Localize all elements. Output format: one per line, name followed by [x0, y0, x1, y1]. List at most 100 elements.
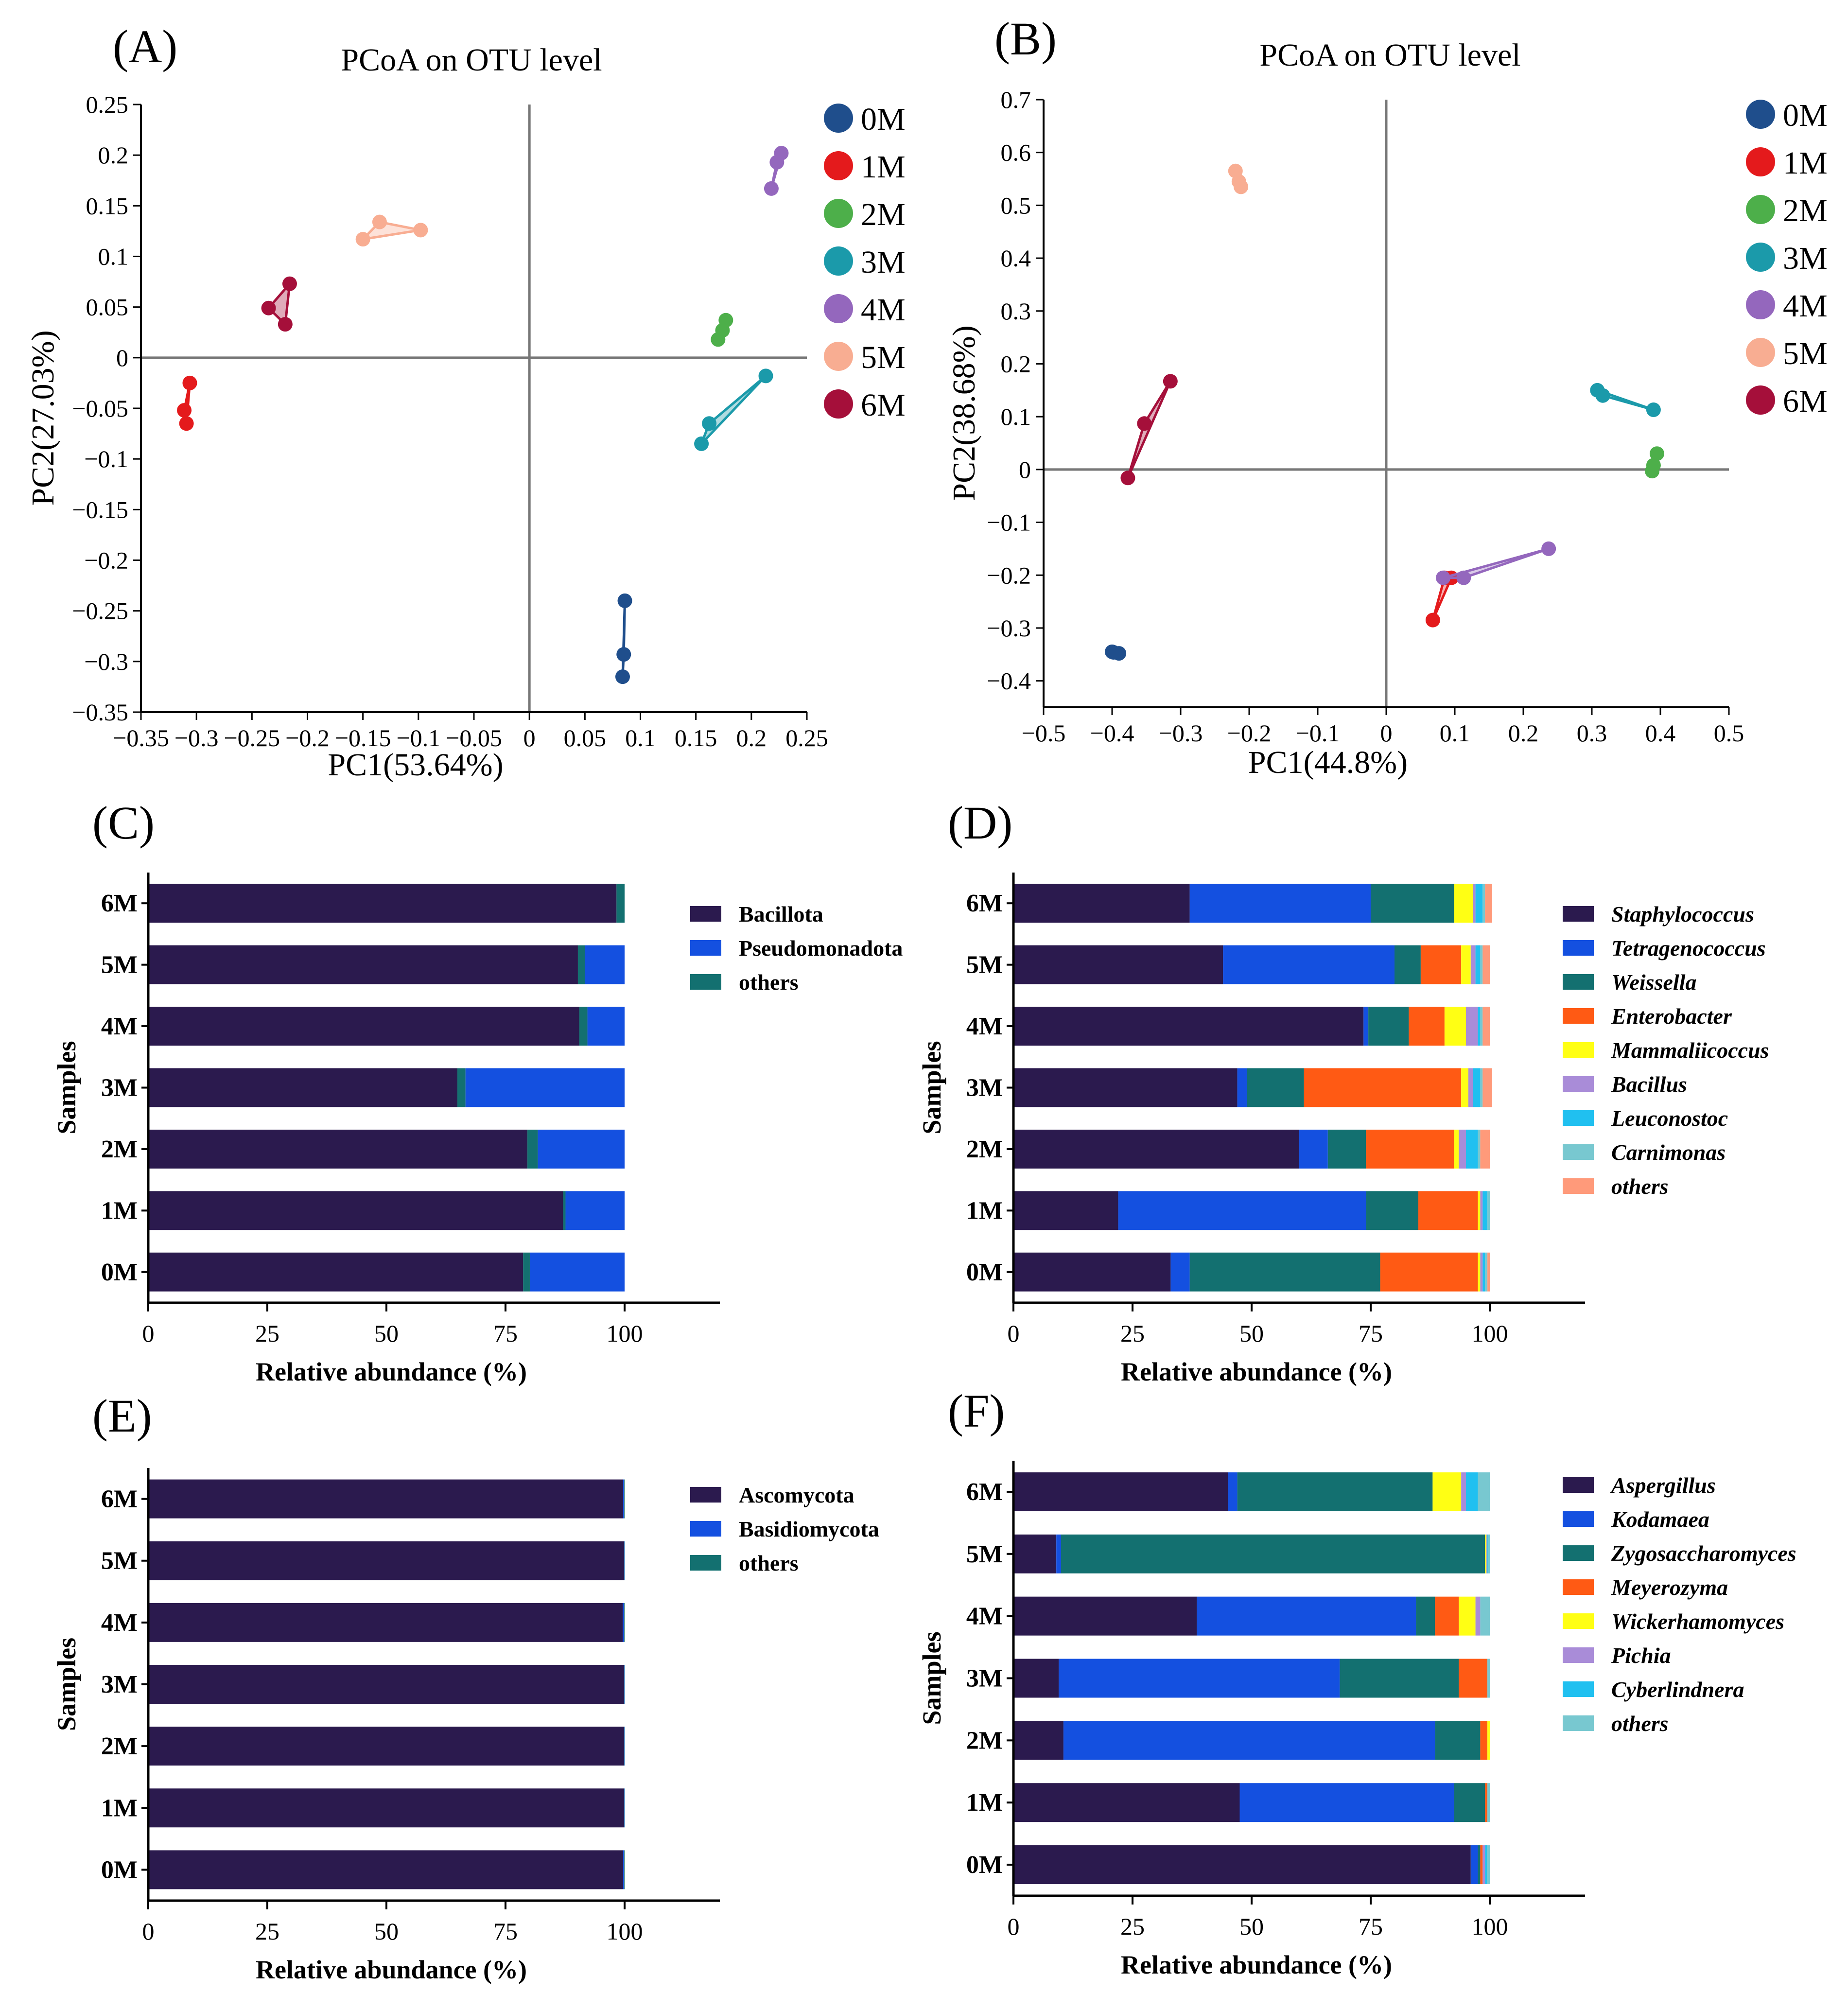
- legend-swatch-bacillota: [690, 906, 721, 922]
- bar-segment-3M-others: [1482, 1068, 1492, 1107]
- bar-segment-5M-aspergillus: [1013, 1534, 1057, 1573]
- point-5M-1: [355, 232, 370, 247]
- bar-segment-1M-kodamaea: [1239, 1783, 1454, 1822]
- bar-segment-1M-bacillota: [148, 1191, 563, 1230]
- bar-segment-1M-others: [563, 1191, 566, 1230]
- bar-segment-4M-ascomycota: [148, 1603, 623, 1642]
- x-tick-label: 100: [607, 1918, 643, 1945]
- point-1M-1: [182, 375, 197, 390]
- category-label-4M: 4M: [966, 1013, 1003, 1040]
- legend-label-bacillus: Bacillus: [1611, 1072, 1687, 1097]
- bar-segment-6M-cyberlindnera: [1466, 1472, 1478, 1511]
- x-tick-label: 0.2: [736, 724, 767, 752]
- x-axis-label: Relative abundance (%): [256, 1357, 527, 1386]
- bar-chart-c: 6M 5M 4M 3M 2M 1M 0M 0 25 50 75 100 Relative abundan…: [52, 873, 903, 1386]
- bar-segment-0M-carnimonas: [1485, 1252, 1488, 1292]
- bar-segment-0M-aspergillus: [1013, 1845, 1471, 1885]
- bar-segment-2M-pseudomonadota: [538, 1129, 625, 1169]
- x-tick-label: −0.25: [224, 724, 280, 752]
- legend-label-cyberlindnera: Cyberlindnera: [1611, 1677, 1744, 1702]
- bar-segment-0M-cyberlindnera: [1485, 1845, 1488, 1885]
- legend-marker-6M: [824, 389, 853, 419]
- panel-label-c: (C): [92, 797, 155, 849]
- category-label-1M: 1M: [966, 1789, 1003, 1817]
- point-2M-1: [1649, 446, 1664, 461]
- x-tick-label: 75: [1359, 1320, 1383, 1347]
- group-hull-5M: [362, 221, 422, 241]
- bar-segment-0M-ascomycota: [148, 1850, 624, 1889]
- x-tick-label: 0.2: [1508, 719, 1539, 747]
- y-tick-label: 0.2: [1001, 350, 1031, 377]
- bar-segment-0M-meyerozyma: [1480, 1845, 1483, 1885]
- bar-segment-1M-meyerozyma: [1485, 1783, 1488, 1822]
- legend-label-wickerhamomyces: Wickerhamomyces: [1611, 1609, 1784, 1634]
- y-axis-label: Samples: [52, 1041, 81, 1134]
- bar-segment-6M-kodamaea: [1228, 1472, 1238, 1511]
- bar-segment-1M-zygosaccharomyces: [1454, 1783, 1485, 1822]
- bar-segment-2M-weissella: [1327, 1129, 1366, 1169]
- legend-marker-3M: [824, 246, 853, 276]
- x-tick-label: 100: [1472, 1913, 1508, 1940]
- group-hull-3M: [700, 374, 767, 445]
- point-3M-1: [758, 368, 773, 384]
- point-6M-2: [261, 300, 276, 315]
- legend-label-aspergillus: Aspergillus: [1610, 1473, 1716, 1498]
- bar-segment-3M-others: [1487, 1659, 1490, 1698]
- legend-swatch-carnimonas: [1563, 1144, 1594, 1160]
- panel-label-d: (D): [948, 797, 1012, 849]
- panel-label-f: (F): [948, 1385, 1005, 1437]
- bar-segment-5M-cyberlindnera: [1487, 1534, 1489, 1573]
- legend-label-2M: 2M: [1783, 193, 1828, 228]
- legend-label-meyerozyma: Meyerozyma: [1611, 1575, 1728, 1600]
- bar-segment-6M-others: [616, 884, 625, 923]
- bar-segment-1M-staphylococcus: [1013, 1191, 1118, 1230]
- legend-marker-2M: [1746, 195, 1775, 224]
- x-axis-label: PC1(44.8%): [1248, 745, 1408, 780]
- x-tick-label: 75: [493, 1918, 518, 1945]
- bar-segment-6M-basidiomycota: [623, 1479, 625, 1519]
- bar-segment-5M-others: [1488, 1534, 1490, 1573]
- x-tick-label: −0.3: [1159, 719, 1203, 747]
- bar-segment-6M-others: [624, 1479, 625, 1519]
- panel-label-e: (E): [92, 1390, 152, 1442]
- point-6M-3: [278, 317, 293, 332]
- x-tick-label: −0.3: [174, 724, 219, 752]
- point-2M-3: [1645, 464, 1660, 479]
- bar-segment-2M-ascomycota: [148, 1727, 625, 1766]
- group-hull-4M: [1442, 547, 1550, 579]
- category-label-6M: 6M: [101, 1486, 138, 1513]
- legend-marker-5M: [1746, 338, 1775, 367]
- bar-segment-6M-pichia: [1461, 1472, 1466, 1511]
- group-hull-6M: [1126, 380, 1172, 479]
- legend-swatch-others: [1563, 1178, 1594, 1194]
- point-4M-3: [1541, 541, 1556, 556]
- x-axis-label: Relative abundance (%): [1121, 1357, 1392, 1386]
- bar-segment-2M-carnimonas: [1478, 1129, 1481, 1169]
- bar-segment-3M-aspergillus: [1013, 1659, 1059, 1698]
- y-tick-label: 0.15: [86, 192, 129, 219]
- category-label-4M: 4M: [966, 1603, 1003, 1630]
- y-axis-label: Samples: [917, 1631, 946, 1725]
- bar-chart-d: 6M 5M 4M 3M 2M 1M 0M 0 25 50 75 100 Relative abundan…: [917, 873, 1769, 1386]
- bar-segment-0M-zygosaccharomyces: [1478, 1845, 1481, 1885]
- bar-segment-2M-meyerozyma: [1480, 1721, 1488, 1760]
- legend-swatch-others: [1563, 1715, 1594, 1731]
- bar-segment-3M-zygosaccharomyces: [1340, 1659, 1459, 1698]
- x-tick-label: 50: [1239, 1320, 1264, 1347]
- bar-segment-3M-kodamaea: [1059, 1659, 1340, 1698]
- bar-segment-4M-leuconostoc: [1478, 1007, 1481, 1046]
- legend-swatch-staphylococcus: [1563, 906, 1594, 922]
- bar-segment-0M-weissella: [1189, 1252, 1380, 1292]
- bar-segment-6M-aspergillus: [1013, 1472, 1228, 1511]
- y-tick-label: 0.4: [1001, 245, 1031, 272]
- bar-segment-0M-bacillus: [1480, 1252, 1483, 1292]
- x-tick-label: 0: [523, 724, 536, 752]
- legend-swatch-mammaliicoccus: [1563, 1042, 1594, 1058]
- legend-label-enterobacter: Enterobacter: [1611, 1004, 1732, 1029]
- bar-segment-2M-zygosaccharomyces: [1435, 1721, 1481, 1760]
- x-tick-label: 100: [1472, 1320, 1508, 1347]
- bar-segment-1M-enterobacter: [1418, 1191, 1478, 1230]
- bar-segment-3M-tetragenococcus: [1237, 1068, 1247, 1107]
- legend-swatch-bacillus: [1563, 1076, 1594, 1092]
- legend-label-3M: 3M: [1783, 241, 1828, 276]
